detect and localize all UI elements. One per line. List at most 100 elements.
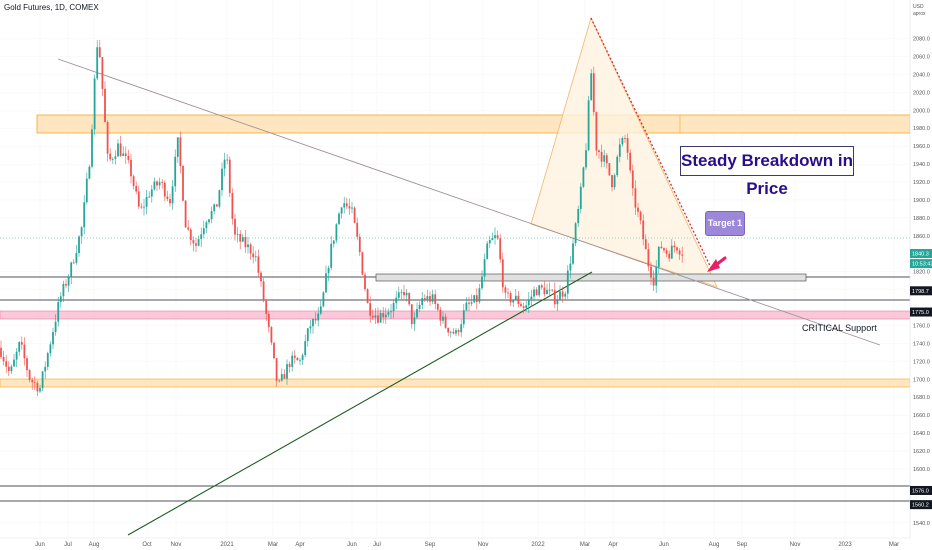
candle (223, 152, 226, 177)
price-tick-label: 1820.0 (913, 270, 930, 276)
target-callout[interactable]: Target 1 (705, 211, 745, 236)
price-tick-label: 1660.0 (913, 413, 930, 419)
price-tick-label: 1600.0 (913, 467, 930, 473)
candle (626, 133, 629, 160)
candle (140, 203, 143, 210)
candle (93, 74, 96, 135)
candle (569, 256, 572, 279)
headline-annotation[interactable]: Steady Breakdown in Price (680, 146, 854, 198)
candle (254, 250, 257, 262)
price-label-current: 1840.3 (910, 248, 932, 258)
candle (639, 210, 642, 225)
price-label-dark: 1798.7 (910, 286, 932, 296)
candle (358, 233, 361, 257)
candle (7, 361, 10, 377)
svg-text:1775.0: 1775.0 (912, 310, 929, 316)
critical-support-zone[interactable] (0, 310, 911, 320)
candle (145, 189, 148, 215)
time-tick-label: Nov (790, 542, 801, 548)
candle (642, 214, 645, 246)
target-box[interactable] (375, 273, 807, 282)
candle (88, 164, 91, 180)
candle (416, 302, 418, 320)
candle (582, 166, 585, 189)
price-label-timer: 10:53:43 (910, 259, 932, 269)
candle (624, 134, 626, 143)
candle (176, 137, 179, 164)
candle (335, 223, 338, 244)
candle (673, 241, 676, 253)
candle (80, 226, 83, 244)
ascending-trendline[interactable] (127, 271, 593, 536)
candle (322, 291, 325, 308)
candle (421, 292, 424, 310)
candle (491, 232, 494, 241)
price-tick-label: 1920.0 (913, 180, 930, 186)
candle (514, 288, 517, 301)
price-tick-label: 1880.0 (913, 216, 930, 222)
candle (241, 234, 244, 243)
candle (652, 269, 655, 291)
descending-trendline[interactable] (57, 58, 881, 346)
time-axis-ticks: Jun Jul Aug Oct Nov 2021 Mar Apr Jun Jul Sep Nov 202… (35, 542, 899, 548)
candle (20, 336, 23, 350)
breakdown-dotted-line[interactable] (590, 17, 713, 271)
candle (301, 353, 304, 365)
candle (551, 289, 554, 292)
candle (447, 327, 450, 337)
candle (423, 294, 426, 303)
candle (468, 296, 470, 311)
time-tick-label: Nov (478, 542, 489, 548)
candle (629, 149, 632, 174)
candle (608, 163, 611, 177)
candle (91, 124, 93, 169)
critical-support-label[interactable]: CRITICAL Support (802, 323, 877, 333)
candle (166, 190, 169, 202)
candle (205, 220, 208, 234)
svg-text:1798.7: 1798.7 (912, 289, 929, 295)
candle (319, 299, 322, 316)
candle (644, 234, 647, 250)
candle (197, 235, 200, 247)
candle (525, 300, 528, 312)
candle (353, 206, 356, 224)
candle (39, 384, 41, 394)
candle (356, 217, 359, 241)
candle (267, 311, 270, 333)
currency-sub-label: aprox (913, 11, 926, 17)
candle (452, 328, 455, 335)
candle (226, 154, 229, 165)
time-tick-label: Mar (580, 542, 590, 548)
price-tick-label: 1720.0 (913, 359, 930, 365)
candle (23, 337, 26, 366)
candle (75, 245, 78, 265)
candle (163, 180, 166, 201)
candle (520, 301, 522, 307)
candle (665, 247, 668, 257)
candle (330, 236, 333, 271)
lower-support-zone[interactable] (0, 378, 911, 388)
candle (660, 241, 663, 249)
price-tick-label: 1740.0 (913, 341, 930, 347)
svg-text:1840.3: 1840.3 (912, 251, 929, 257)
candle (618, 138, 621, 163)
candle (26, 355, 28, 377)
candle (486, 240, 489, 260)
price-tick-label: 1620.0 (913, 449, 930, 455)
candle (234, 213, 236, 241)
time-tick-label: Sep (425, 542, 436, 548)
price-label-dark: 1775.0 (910, 307, 932, 317)
price-tick-label: 1940.0 (913, 162, 930, 168)
symbol-title[interactable]: Gold Futures, 1D, COMEX (4, 3, 99, 12)
candle (179, 131, 182, 174)
price-tick-label: 1960.0 (913, 144, 930, 150)
candle (62, 280, 65, 302)
candle (590, 69, 593, 101)
candle (49, 341, 52, 357)
candle (538, 284, 541, 298)
price-axis[interactable] (910, 0, 932, 550)
candle (314, 312, 317, 324)
resistance-zone[interactable] (36, 114, 911, 134)
candle (592, 66, 595, 116)
